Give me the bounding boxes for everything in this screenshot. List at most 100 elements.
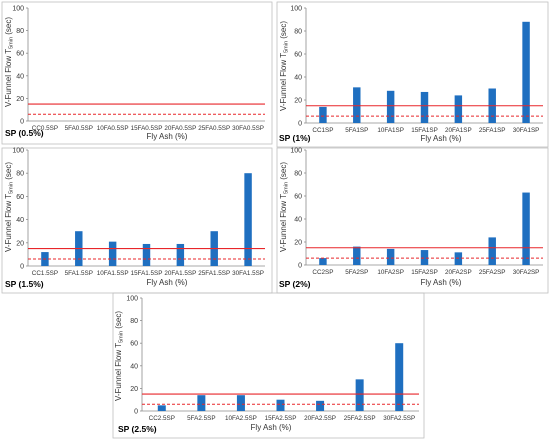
y-tick-label: 100 [290,148,302,155]
y-tick-label: 100 [290,6,302,13]
bar [142,243,151,266]
y-tick-label: 40 [294,75,302,82]
x-tick-label: 5FA0.5SP [65,125,93,132]
chart-panel: 0 20 40 60 80 100 V-Funnel Flow T5min (sec) CC1… [1,148,273,294]
bar [355,379,364,411]
bar [316,400,325,411]
y-tick-label: 80 [294,29,302,36]
panel-label: SP (1.5%) [5,279,44,289]
x-tick-label: 5FA1SP [345,127,368,134]
x-axis-label: Fly Ash (%) [147,132,188,141]
panel-frame [1,1,273,145]
bar [244,173,252,266]
bar [522,21,530,123]
y-tick-label: 40 [16,217,24,224]
chart-panel: 0 20 40 60 80 100 V-Funnel Flow T5min (sec) CC1… [276,1,549,148]
x-axis-label: Fly Ash (%) [251,423,292,432]
bar [197,395,206,411]
y-tick-label: 0 [20,264,24,271]
x-tick-label: 20FA1.5SP [164,270,196,277]
y-axis-label: V-Funnel Flow T5min (sec) [114,311,125,401]
y-tick-label: 60 [16,194,24,201]
panel-label: SP (2.5%) [118,424,157,434]
y-tick-label: 40 [16,73,24,80]
bar [522,192,530,265]
y-axis-label: V-Funnel Flow T5min (sec) [4,17,15,107]
y-axis-label: V-Funnel Flow T5min (sec) [279,21,290,111]
x-tick-label: CC1SP [312,127,333,134]
y-tick-label: 40 [294,217,302,224]
bar [176,243,185,266]
x-tick-label: 20FA0.5SP [164,125,196,132]
x-tick-label: 30FA1SP [513,127,540,134]
y-tick-label: 0 [298,263,302,270]
bar [108,241,117,266]
x-tick-label: 5FA2SP [345,269,368,276]
bar [454,95,463,123]
panel-label: SP (1%) [279,133,311,143]
x-tick-label: 15FA1.5SP [131,270,163,277]
y-tick-label: 20 [16,96,24,103]
y-tick-label: 100 [126,296,138,303]
y-tick-label: 20 [294,98,302,105]
y-tick-label: 20 [294,240,302,247]
y-tick-label: 80 [130,318,138,325]
bar [386,248,395,265]
x-tick-label: 15FA2SP [411,269,438,276]
y-tick-label: 0 [134,409,138,416]
panel-label: SP (2%) [279,279,311,289]
bar [319,258,327,265]
x-tick-label: 5FA2.5SP [187,415,215,422]
bar [420,250,429,265]
x-tick-label: 15FA2.5SP [265,415,297,422]
x-tick-label: 5FA1.5SP [65,270,93,277]
y-tick-label: 0 [20,119,24,126]
x-tick-label: 10FA2.5SP [225,415,257,422]
y-tick-label: 80 [16,171,24,178]
x-tick-label: CC2.5SP [149,415,175,422]
bar [353,246,361,265]
x-tick-label: 10FA0.5SP [97,125,129,132]
y-tick-label: 60 [130,341,138,348]
x-tick-label: 10FA1.5SP [97,270,129,277]
y-tick-label: 60 [294,194,302,201]
x-tick-label: 25FA2SP [479,269,506,276]
y-tick-label: 100 [12,6,24,13]
y-tick-label: 80 [16,28,24,35]
x-axis-label: Fly Ash (%) [147,278,188,287]
x-tick-label: 30FA2SP [513,269,540,276]
bar [420,91,429,123]
x-tick-label: 25FA2.5SP [344,415,376,422]
y-tick-label: 60 [294,52,302,59]
x-tick-label: CC1.5SP [32,270,58,277]
x-tick-label: 15FA0.5SP [131,125,163,132]
bar [488,237,496,265]
x-tick-label: 20FA2.5SP [304,415,336,422]
bar [454,252,463,265]
x-tick-label: 30FA1.5SP [232,270,264,277]
panel-frame [112,292,425,439]
bar [236,395,245,411]
panel-label: SP (0.5%) [5,128,44,138]
x-tick-label: 10FA2SP [377,269,404,276]
x-tick-label: 20FA1SP [445,127,472,134]
y-tick-label: 100 [12,148,24,155]
y-axis-label: V-Funnel Flow T5min (sec) [4,162,15,252]
x-tick-label: CC2SP [312,269,333,276]
panel-frame [276,1,549,148]
bar [276,399,285,411]
bar [319,106,327,123]
x-tick-label: 30FA0.5SP [232,125,264,132]
y-tick-label: 20 [130,386,138,393]
bar [395,343,404,411]
y-axis-label: V-Funnel Flow T5min (sec) [279,162,290,252]
chart-panel: 0 20 40 60 80 100 V-Funnel Flow T5min (sec) CC0… [1,1,273,145]
bar [157,405,166,411]
x-tick-label: 25FA1SP [479,127,506,134]
x-tick-label: 25FA1.5SP [198,270,230,277]
bar [353,87,361,123]
y-tick-label: 80 [294,171,302,178]
y-tick-label: 0 [298,121,302,128]
